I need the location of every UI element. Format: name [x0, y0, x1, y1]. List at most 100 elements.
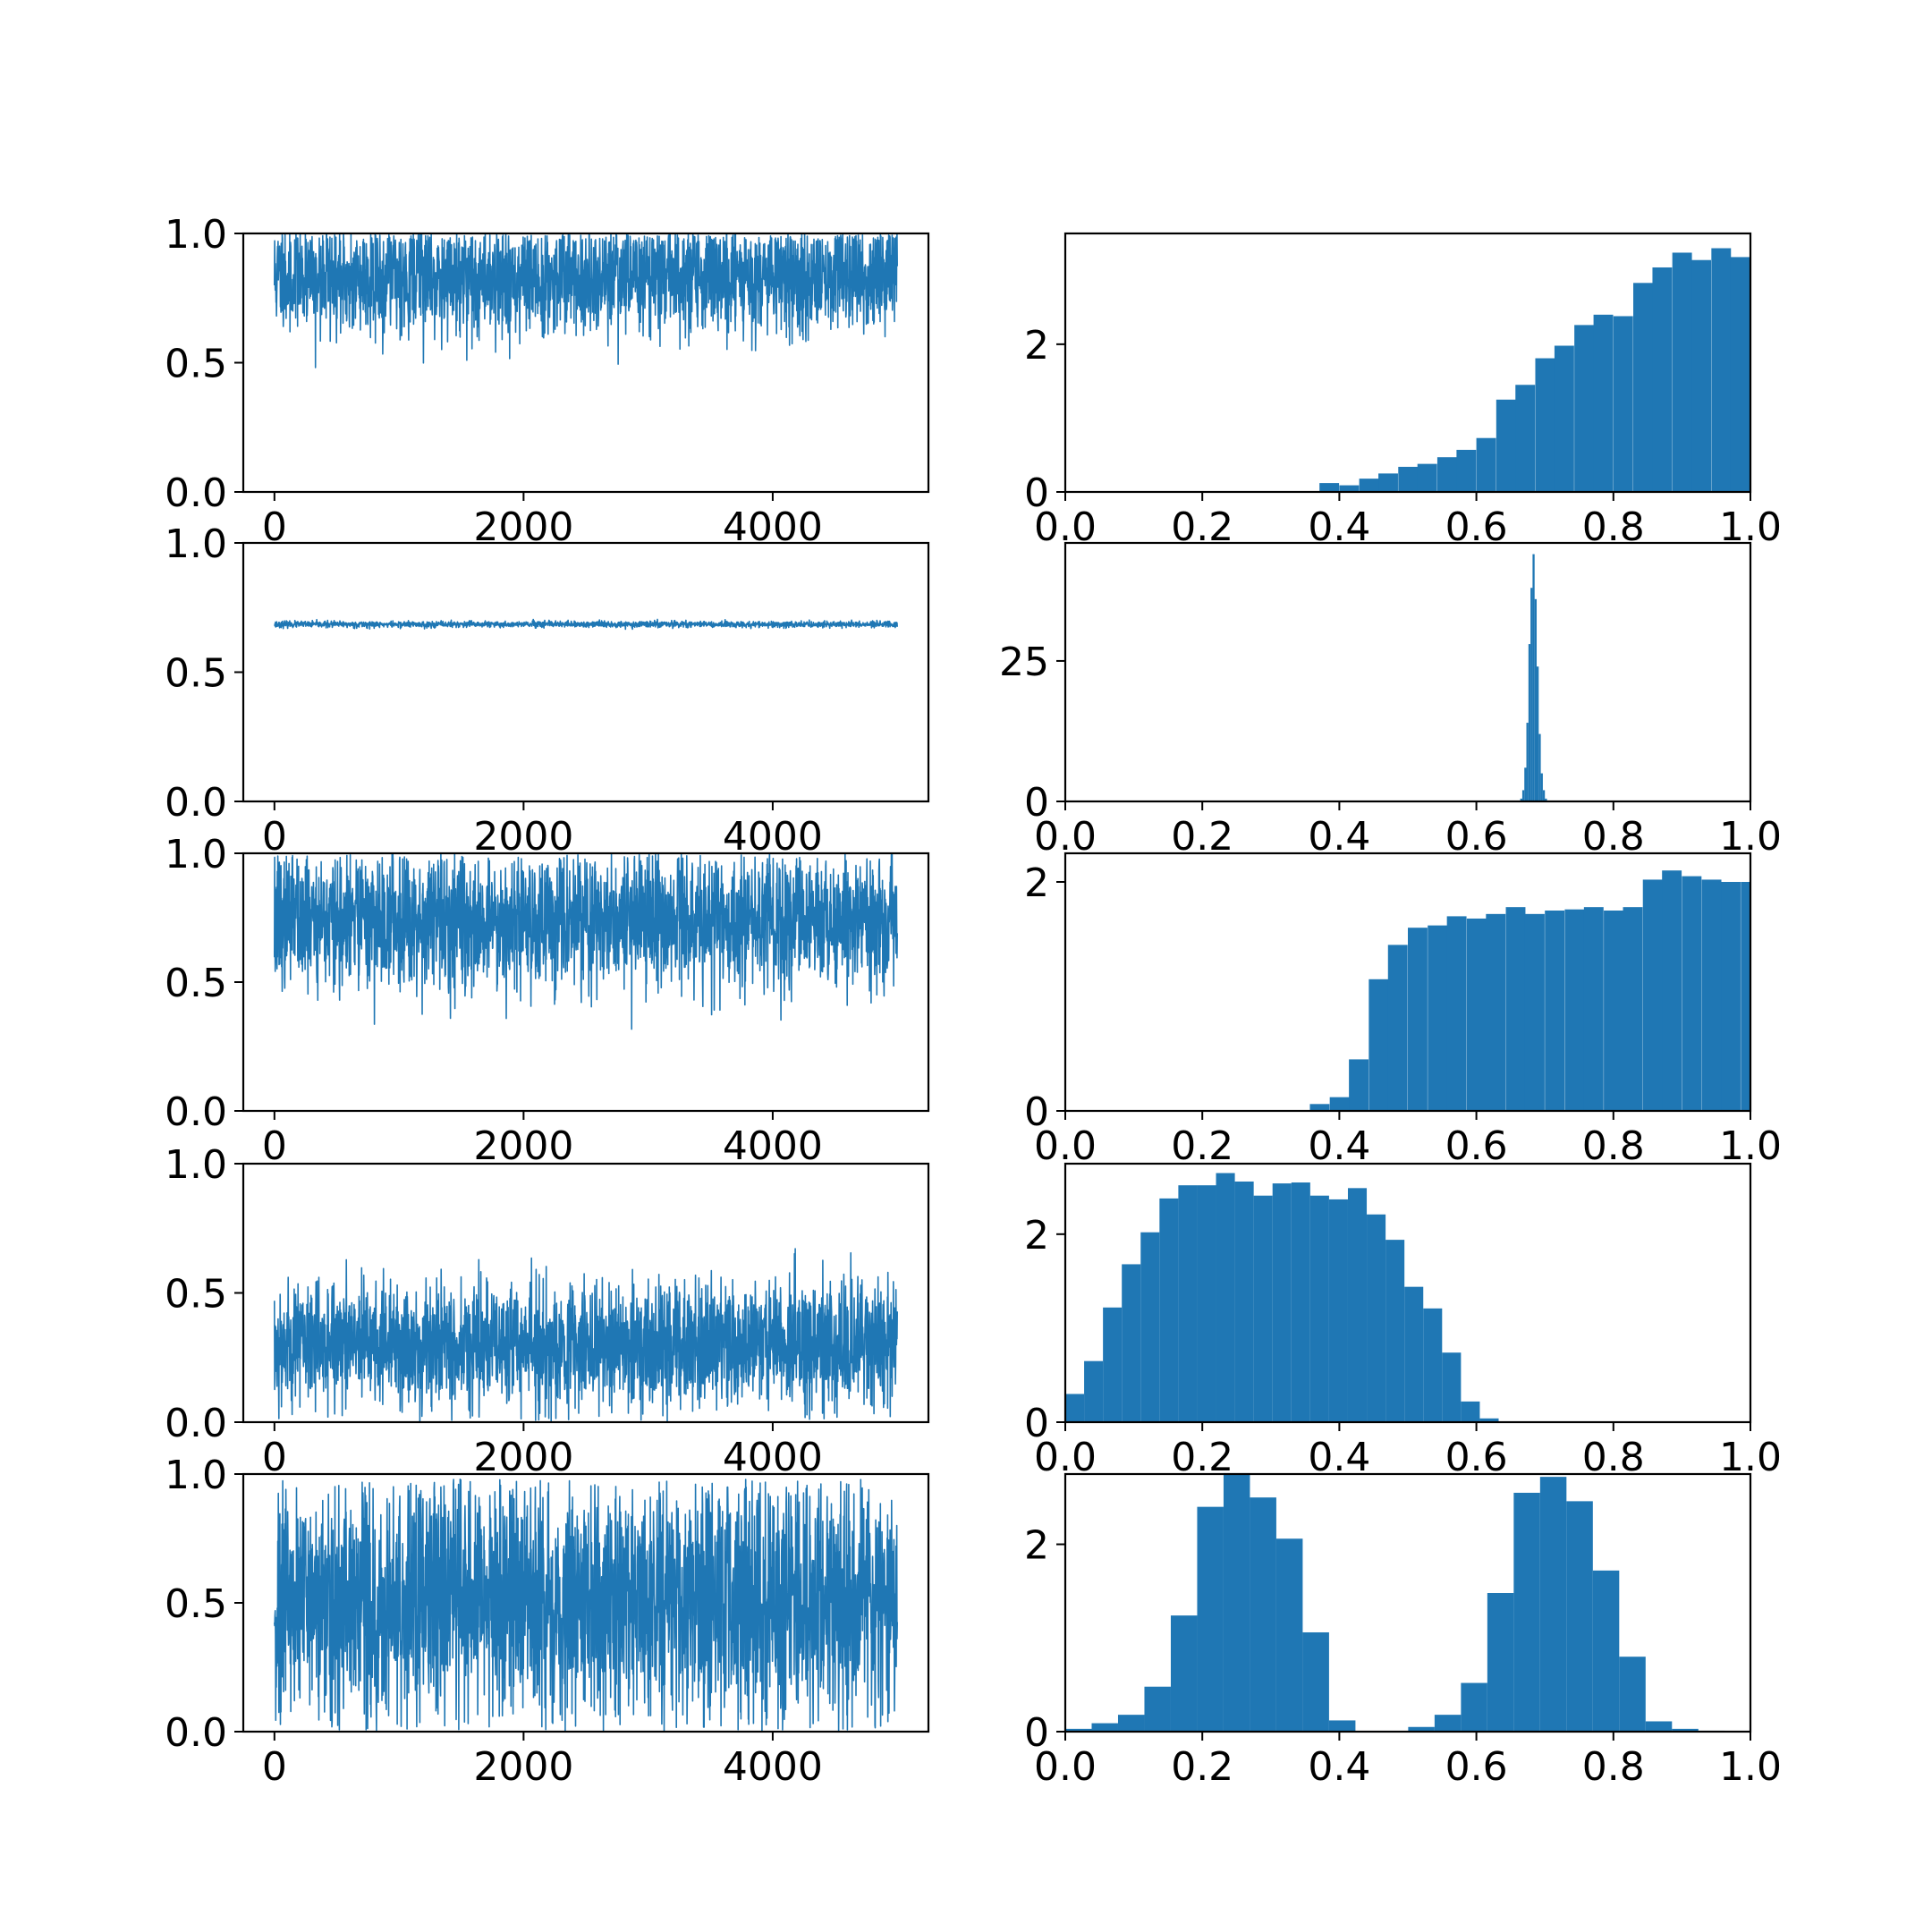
histogram-bar — [1604, 911, 1623, 1111]
y-tick-label: 1.0 — [165, 521, 227, 567]
x-tick-label: 0.8 — [1582, 1435, 1645, 1480]
histogram-bar — [1178, 1185, 1198, 1422]
histogram-bar — [1347, 1188, 1368, 1422]
histogram-4: 0.0 0.2 0.4 0.6 0.8 1.0 0 2 — [1024, 1162, 1782, 1480]
x-tick-label: 1.0 — [1719, 1744, 1782, 1790]
histogram-bar — [1408, 928, 1428, 1111]
histogram-bar — [1404, 1286, 1424, 1422]
histogram-bar — [1652, 267, 1673, 492]
histogram-bar — [1065, 1394, 1085, 1422]
histogram-bar — [1554, 345, 1574, 492]
y-tick-label: 0.0 — [165, 1089, 227, 1135]
y-tick-label: 2 — [1024, 860, 1049, 906]
histogram-bar — [1515, 385, 1536, 492]
x-tick-label: 0.8 — [1582, 814, 1645, 860]
x-tick-label: 0.4 — [1308, 1744, 1370, 1790]
histogram-bar — [1532, 554, 1535, 801]
histogram-bar — [1505, 907, 1526, 1111]
histogram-bar — [1385, 1240, 1405, 1422]
histogram-bar — [1613, 316, 1633, 492]
y-tick-label: 2 — [1024, 1523, 1049, 1569]
histogram-bar — [1521, 790, 1525, 801]
x-tick-label: 2000 — [473, 1123, 573, 1169]
y-tick-label: 0.0 — [165, 780, 227, 826]
axes-frame — [1063, 852, 1752, 1113]
x-tick-label: 0.0 — [1034, 1435, 1097, 1480]
histogram-bar — [1291, 1182, 1310, 1422]
histogram-bar — [1545, 911, 1565, 1111]
y-tick-label: 2 — [1024, 1213, 1049, 1258]
x-tick-label: 0.6 — [1445, 1435, 1508, 1480]
y-tick-label: 0 — [1024, 1089, 1049, 1135]
axes-frame — [1063, 541, 1752, 803]
histogram-bar — [1417, 463, 1437, 492]
histogram-bar — [1461, 1401, 1480, 1422]
axes-frame — [242, 1162, 930, 1424]
histogram-bar — [1272, 1183, 1292, 1422]
trace-line — [274, 1479, 898, 1732]
histogram-bar — [1574, 325, 1595, 492]
axes-frame — [242, 541, 930, 803]
trace-line — [274, 618, 898, 631]
histogram-bar — [1691, 259, 1712, 492]
x-tick-label: 4000 — [723, 1435, 823, 1480]
histogram-bar — [1234, 1181, 1254, 1422]
y-tick-label: 1.0 — [165, 1142, 227, 1188]
y-tick-label: 0 — [1024, 780, 1049, 826]
x-tick-label: 0.0 — [1034, 1123, 1097, 1169]
x-tick-label: 0.2 — [1171, 1435, 1233, 1480]
histogram-bar — [1436, 457, 1457, 492]
histogram-bar — [1539, 1477, 1567, 1732]
histogram-bar — [1524, 767, 1527, 801]
axes-frame — [1063, 1472, 1752, 1733]
x-tick-label: 4000 — [723, 814, 823, 860]
axes-frame — [1063, 232, 1752, 494]
histogram-bar — [1542, 790, 1546, 801]
histogram-bar — [1442, 1352, 1462, 1422]
histogram-bar — [1534, 598, 1538, 801]
histogram-bar — [1339, 485, 1360, 492]
y-tick-label: 1.0 — [165, 832, 227, 877]
histogram-bar — [1398, 466, 1419, 492]
histogram-bar — [1253, 1195, 1273, 1422]
trace-plot-5: 0 2000 4000 0.0 0.5 1.0 — [165, 1453, 930, 1790]
histogram-bar — [1711, 248, 1732, 492]
histogram-bar — [1197, 1506, 1224, 1732]
histogram-bar — [1378, 473, 1398, 492]
trace-line — [273, 1248, 898, 1423]
histogram-bar — [1592, 1570, 1620, 1732]
histogram-bar — [1645, 1721, 1673, 1732]
histogram-bar — [1528, 644, 1531, 801]
y-tick-label: 25 — [999, 640, 1049, 685]
histogram-bar — [1487, 1593, 1514, 1732]
trace-plot-2: 0 2000 4000 0.0 0.5 1.0 — [165, 521, 930, 860]
histogram-bar — [1367, 1214, 1386, 1422]
histogram-3: 0.0 0.2 0.4 0.6 0.8 1.0 0 2 — [1024, 852, 1782, 1169]
histogram-bar — [1583, 907, 1604, 1111]
x-tick-label: 0.6 — [1445, 1123, 1508, 1169]
histogram-bar — [1144, 1686, 1171, 1732]
histogram-bar — [1520, 798, 1522, 801]
histogram-bar — [1309, 1104, 1330, 1111]
x-tick-label: 0.2 — [1171, 814, 1233, 860]
histogram-bar — [1476, 437, 1496, 492]
histogram-bar — [1540, 773, 1543, 801]
y-tick-label: 1.0 — [165, 212, 227, 258]
x-tick-label: 2000 — [473, 1435, 573, 1480]
histogram-bar — [1461, 1682, 1487, 1732]
axes-frame — [1063, 1162, 1752, 1424]
histogram-bar — [1623, 907, 1643, 1111]
plot-area — [243, 543, 928, 801]
histogram-bar — [1223, 1472, 1250, 1732]
histogram-bar — [1084, 1360, 1104, 1422]
x-tick-label: 0.8 — [1582, 1123, 1645, 1169]
histogram-bar — [1486, 913, 1506, 1111]
histogram-bar — [1091, 1723, 1118, 1732]
histogram-bar — [1065, 1728, 1092, 1732]
histogram-bar — [1387, 945, 1408, 1111]
histogram-1: 0.0 0.2 0.4 0.6 0.8 1.002 — [1024, 232, 1782, 550]
x-tick-label: 4000 — [723, 1123, 823, 1169]
trace-line — [273, 852, 898, 1030]
histogram-bar — [1524, 913, 1545, 1111]
